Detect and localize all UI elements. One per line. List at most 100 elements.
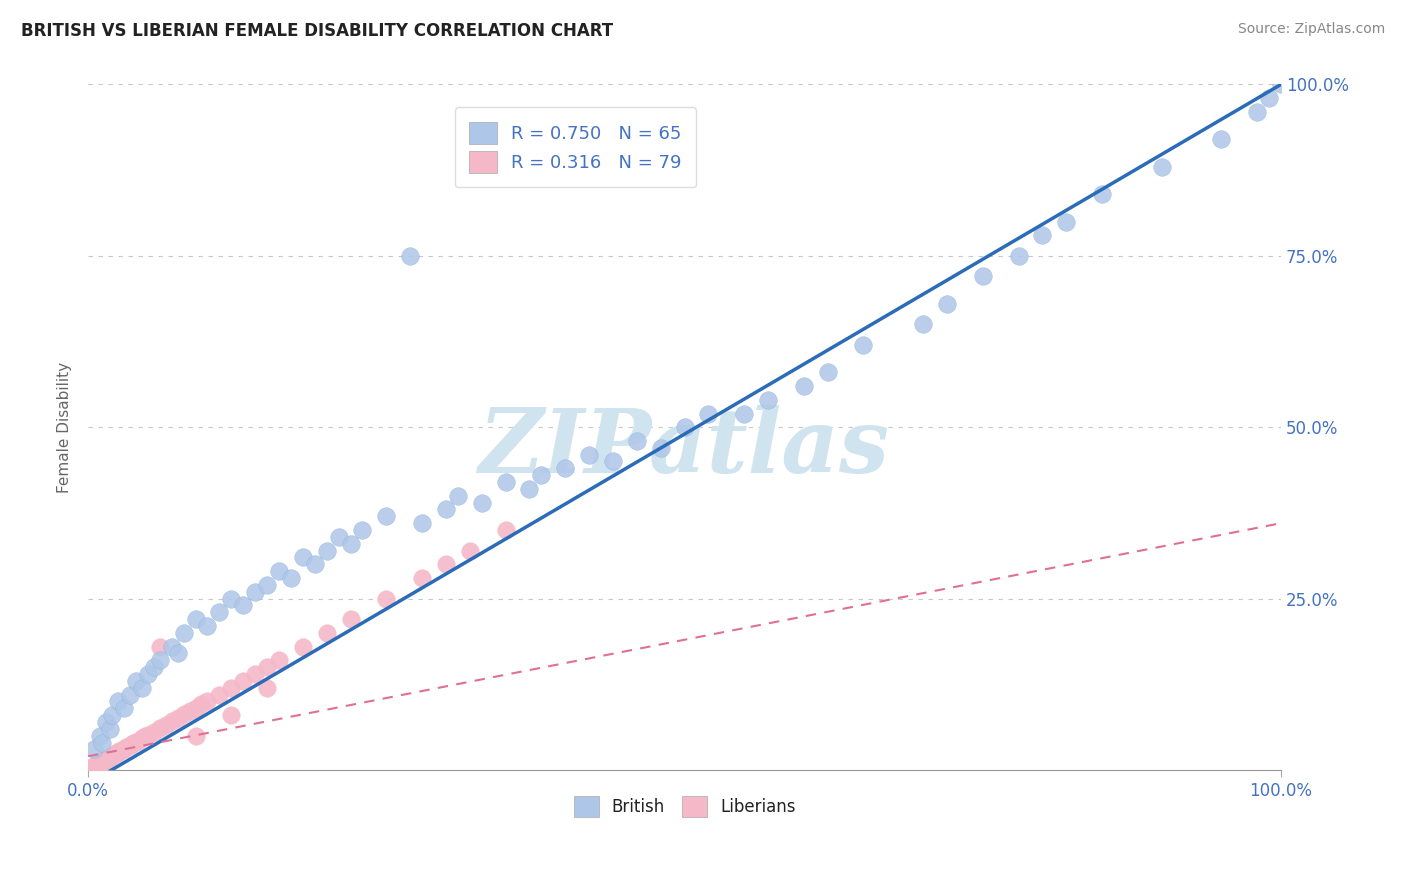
- Point: [232, 673, 254, 688]
- Point: [243, 584, 266, 599]
- Point: [89, 756, 111, 771]
- Point: [149, 653, 172, 667]
- Point: [131, 681, 153, 695]
- Point: [86, 756, 108, 771]
- Point: [87, 756, 110, 771]
- Point: [697, 407, 720, 421]
- Point: [243, 667, 266, 681]
- Point: [94, 753, 117, 767]
- Point: [91, 735, 114, 749]
- Point: [267, 653, 290, 667]
- Point: [98, 751, 121, 765]
- Point: [673, 420, 696, 434]
- Point: [458, 543, 481, 558]
- Point: [208, 605, 231, 619]
- Point: [1246, 104, 1268, 119]
- Point: [90, 755, 112, 769]
- Point: [602, 454, 624, 468]
- Point: [80, 760, 103, 774]
- Point: [98, 750, 121, 764]
- Point: [197, 619, 219, 633]
- Text: ZIPatlas: ZIPatlas: [479, 405, 890, 491]
- Text: Source: ZipAtlas.com: Source: ZipAtlas.com: [1237, 22, 1385, 37]
- Point: [108, 744, 131, 758]
- Point: [208, 688, 231, 702]
- Point: [626, 434, 648, 448]
- Point: [94, 754, 117, 768]
- Point: [221, 708, 243, 723]
- Point: [399, 249, 422, 263]
- Text: BRITISH VS LIBERIAN FEMALE DISABILITY CORRELATION CHART: BRITISH VS LIBERIAN FEMALE DISABILITY CO…: [21, 22, 613, 40]
- Point: [411, 571, 433, 585]
- Point: [1054, 214, 1077, 228]
- Point: [112, 701, 135, 715]
- Point: [96, 753, 118, 767]
- Point: [166, 647, 188, 661]
- Point: [101, 708, 124, 723]
- Point: [232, 599, 254, 613]
- Point: [125, 735, 148, 749]
- Point: [315, 543, 337, 558]
- Point: [578, 448, 600, 462]
- Point: [267, 564, 290, 578]
- Point: [936, 297, 959, 311]
- Point: [179, 704, 201, 718]
- Point: [256, 578, 278, 592]
- Point: [1211, 132, 1233, 146]
- Point: [1270, 78, 1292, 92]
- Point: [434, 502, 457, 516]
- Point: [125, 673, 148, 688]
- Point: [733, 407, 755, 421]
- Point: [793, 379, 815, 393]
- Point: [1031, 228, 1053, 243]
- Point: [110, 744, 132, 758]
- Point: [104, 747, 127, 761]
- Point: [94, 714, 117, 729]
- Point: [149, 721, 172, 735]
- Point: [972, 269, 994, 284]
- Point: [136, 728, 159, 742]
- Point: [96, 751, 118, 765]
- Point: [136, 667, 159, 681]
- Point: [122, 736, 145, 750]
- Point: [142, 724, 165, 739]
- Point: [83, 742, 105, 756]
- Point: [84, 758, 107, 772]
- Point: [256, 681, 278, 695]
- Point: [101, 748, 124, 763]
- Point: [86, 759, 108, 773]
- Point: [79, 761, 101, 775]
- Point: [530, 468, 553, 483]
- Point: [554, 461, 576, 475]
- Point: [110, 743, 132, 757]
- Point: [94, 753, 117, 767]
- Point: [83, 760, 105, 774]
- Point: [142, 660, 165, 674]
- Point: [184, 729, 207, 743]
- Point: [1091, 187, 1114, 202]
- Point: [912, 318, 935, 332]
- Point: [339, 537, 361, 551]
- Point: [221, 591, 243, 606]
- Point: [107, 745, 129, 759]
- Point: [93, 755, 115, 769]
- Point: [315, 626, 337, 640]
- Legend: British, Liberians: British, Liberians: [567, 789, 803, 823]
- Point: [83, 759, 105, 773]
- Point: [131, 731, 153, 746]
- Point: [434, 558, 457, 572]
- Point: [84, 759, 107, 773]
- Point: [160, 640, 183, 654]
- Point: [173, 626, 195, 640]
- Point: [256, 660, 278, 674]
- Point: [291, 550, 314, 565]
- Point: [650, 441, 672, 455]
- Point: [149, 640, 172, 654]
- Point: [118, 739, 141, 753]
- Point: [375, 591, 398, 606]
- Y-axis label: Female Disability: Female Disability: [58, 361, 72, 492]
- Point: [328, 530, 350, 544]
- Point: [100, 749, 122, 764]
- Point: [519, 482, 541, 496]
- Point: [197, 694, 219, 708]
